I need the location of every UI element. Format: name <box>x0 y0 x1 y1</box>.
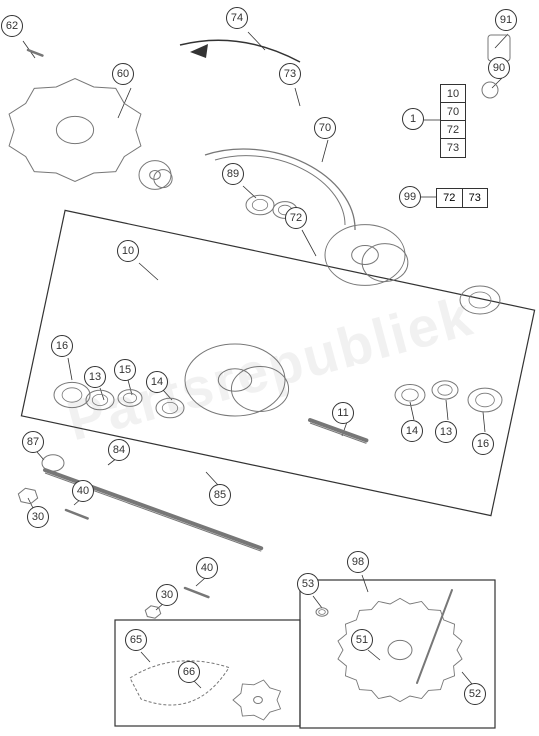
callout-40b: 40 <box>196 557 218 579</box>
ref-group-1: 10707273 <box>440 84 466 158</box>
callout-label: 40 <box>196 557 218 579</box>
callout-90: 90 <box>488 57 510 79</box>
ref-item: 72 <box>437 189 463 207</box>
callout-91: 91 <box>495 9 517 31</box>
callout-13: 13 <box>84 366 106 388</box>
callout-label: 87 <box>22 431 44 453</box>
ref-group-99: 7273 <box>436 188 488 208</box>
callout-14: 14 <box>146 371 168 393</box>
callout-label: 91 <box>495 9 517 31</box>
ref-item: 73 <box>441 139 465 157</box>
callout-label: 30 <box>27 506 49 528</box>
callout-30b: 30 <box>156 584 178 606</box>
callout-66: 66 <box>178 661 200 683</box>
callout-label: 72 <box>285 207 307 229</box>
callout-87: 87 <box>22 431 44 453</box>
callout-label: 98 <box>347 551 369 573</box>
callout-62: 62 <box>1 15 23 37</box>
callout-11: 11 <box>332 402 354 424</box>
callout-85: 85 <box>209 484 231 506</box>
callout-label: 73 <box>279 63 301 85</box>
callout-30: 30 <box>27 506 49 528</box>
callout-16b: 16 <box>472 433 494 455</box>
callout-70: 70 <box>314 117 336 139</box>
callout-73: 73 <box>279 63 301 85</box>
ref-item: 70 <box>441 103 465 121</box>
callout-label: 16 <box>472 433 494 455</box>
callout-label: 15 <box>114 359 136 381</box>
callout-label: 14 <box>401 420 423 442</box>
callout-89: 89 <box>222 163 244 185</box>
parts-diagram: Partsrepubliek 6260749190738970721016131… <box>0 0 539 736</box>
callout-label: 11 <box>332 402 354 424</box>
callout-label: 89 <box>222 163 244 185</box>
callout-label: 60 <box>112 63 134 85</box>
ref-leader-99: 99 <box>399 186 421 208</box>
callout-label: 65 <box>125 629 147 651</box>
callout-13b: 13 <box>435 421 457 443</box>
callout-65: 65 <box>125 629 147 651</box>
callout-label: 40 <box>72 480 94 502</box>
callout-label: 10 <box>117 240 139 262</box>
callout-74: 74 <box>226 7 248 29</box>
callout-51: 51 <box>351 629 373 651</box>
callout-label: 70 <box>314 117 336 139</box>
callout-label: 51 <box>351 629 373 651</box>
callout-16: 16 <box>51 335 73 357</box>
callout-label: 16 <box>51 335 73 357</box>
callout-84: 84 <box>108 439 130 461</box>
callout-14b: 14 <box>401 420 423 442</box>
callout-60: 60 <box>112 63 134 85</box>
callout-label: 90 <box>488 57 510 79</box>
ref-item: 10 <box>441 85 465 103</box>
callout-label: 13 <box>84 366 106 388</box>
callout-15: 15 <box>114 359 136 381</box>
callout-label: 85 <box>209 484 231 506</box>
callout-label: 30 <box>156 584 178 606</box>
ref-leader-1: 1 <box>402 108 424 130</box>
callout-40: 40 <box>72 480 94 502</box>
callout-label: 66 <box>178 661 200 683</box>
callout-10: 10 <box>117 240 139 262</box>
ref-item: 73 <box>463 189 488 207</box>
callout-53: 53 <box>297 573 319 595</box>
callout-label: 13 <box>435 421 457 443</box>
callout-label: 74 <box>226 7 248 29</box>
ref-item: 72 <box>441 121 465 139</box>
callout-label: 84 <box>108 439 130 461</box>
callout-52: 52 <box>464 683 486 705</box>
callout-label: 62 <box>1 15 23 37</box>
callout-98: 98 <box>347 551 369 573</box>
callout-label: 52 <box>464 683 486 705</box>
callout-72: 72 <box>285 207 307 229</box>
callout-label: 14 <box>146 371 168 393</box>
callout-label: 53 <box>297 573 319 595</box>
